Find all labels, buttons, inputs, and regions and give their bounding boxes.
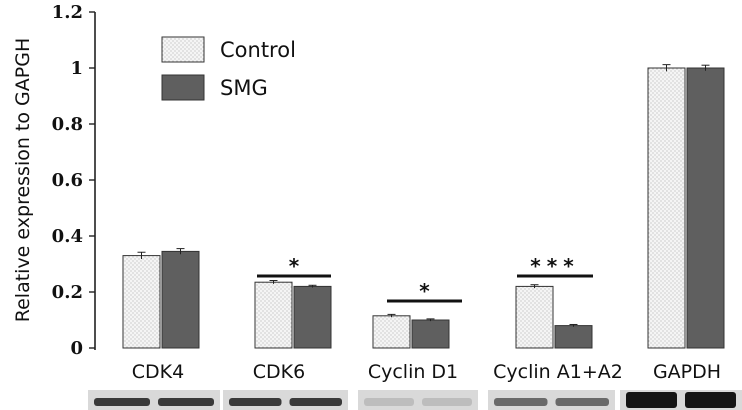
legend-label-control: Control	[220, 38, 296, 62]
blot-band	[364, 398, 414, 406]
category-label: GAPDH	[653, 361, 721, 383]
western-blot-strip	[88, 390, 742, 410]
bar-control-1	[254, 281, 293, 349]
category-label: CDK6	[253, 361, 305, 383]
category-label: Cyclin A1+A2	[493, 361, 623, 383]
legend-swatch-smg	[161, 74, 205, 101]
y-axis: 0 0.2 0.4 0.6 0.8 1 1.2	[52, 2, 96, 359]
y-axis-label: Relative expression to GAPGH	[12, 38, 34, 323]
category-labels: CDK4 CDK6 Cyclin D1 Cyclin A1+A2 GAPDH	[132, 361, 721, 383]
y-tick-label: 0.2	[52, 282, 83, 303]
y-tick-label: 1.2	[52, 2, 83, 23]
significance-markers: *****	[257, 254, 593, 303]
blot-band	[685, 392, 736, 408]
category-label: Cyclin D1	[368, 361, 458, 383]
bar-smg-4	[686, 67, 725, 349]
bar-smg-1	[293, 285, 332, 349]
bar-smg-2	[411, 319, 450, 349]
bar-control-2	[372, 315, 411, 349]
bar-control-0	[122, 255, 161, 349]
blot-band	[158, 398, 214, 406]
bars	[122, 67, 725, 349]
blot-band	[626, 392, 677, 408]
y-tick-label: 0.4	[52, 226, 83, 247]
bar-control-3	[515, 285, 554, 349]
bar-smg-3	[554, 325, 593, 349]
legend-label-smg: SMG	[220, 76, 268, 100]
blot-band	[229, 398, 282, 406]
blot-band	[555, 398, 609, 406]
blot-band	[94, 398, 150, 406]
y-tick-label: 0.6	[52, 170, 83, 191]
blot-band	[289, 398, 342, 406]
y-tick-label: 0.8	[52, 114, 83, 135]
blot-band	[494, 398, 548, 406]
y-tick-label: 0	[70, 338, 83, 359]
error-bars	[137, 64, 710, 327]
y-tick-label: 1	[70, 58, 83, 79]
significance-label: ***	[530, 254, 579, 278]
significance-label: *	[419, 279, 430, 303]
significance-label: *	[289, 254, 300, 278]
legend-swatch-control	[161, 36, 205, 63]
bar-smg-0	[161, 250, 200, 349]
blot-band	[422, 398, 472, 406]
legend: Control SMG	[161, 36, 296, 101]
bar-control-4	[647, 67, 686, 349]
category-label: CDK4	[132, 361, 184, 383]
